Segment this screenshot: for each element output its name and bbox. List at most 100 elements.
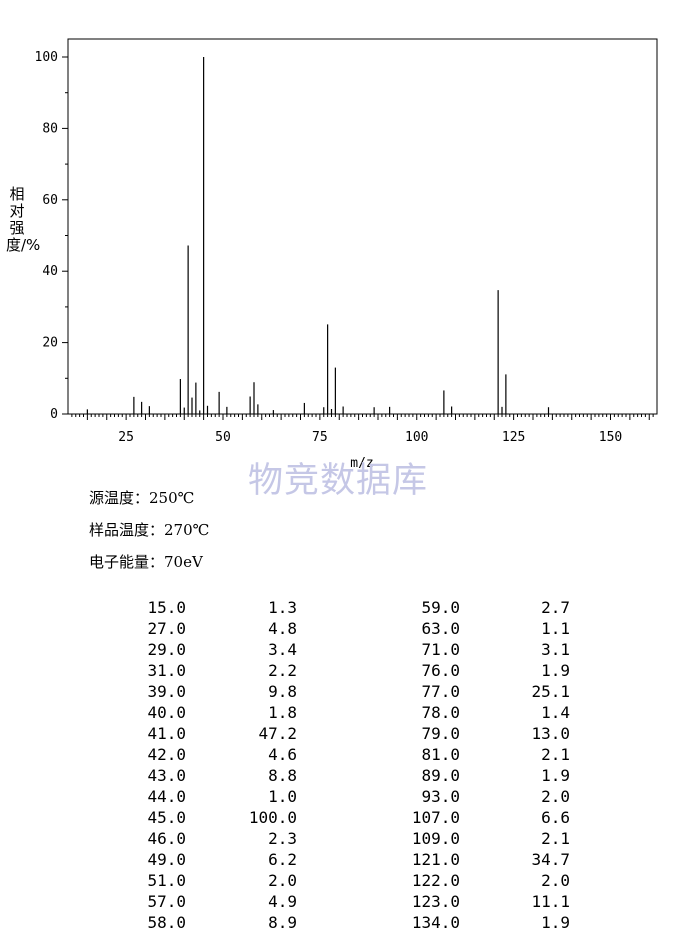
spectrum-peaks [86,57,550,414]
table-row: 41.0 47.2 79.0 13.0 [0,723,570,744]
mz-cell: 81.0 [421,745,460,764]
mz-cell: 79.0 [421,724,460,743]
intensity-cell: 9.8 [268,682,297,701]
mz-cell: 121.0 [411,850,460,869]
intensity-cell: 1.9 [541,913,570,932]
source-temperature: 源温度：250℃ [89,489,195,507]
intensity-cell: 11.1 [531,892,570,911]
mz-cell: 43.0 [147,766,186,785]
table-row: 45.0 100.0 107.0 6.6 [0,807,570,828]
y-tick-label: 0 [50,407,58,422]
intensity-cell: 34.7 [531,850,570,869]
intensity-cell: 4.8 [268,619,297,638]
intensity-cell: 6.2 [268,850,297,869]
mz-cell: 39.0 [147,682,186,701]
mz-cell: 40.0 [147,703,186,722]
intensity-cell: 8.8 [268,766,297,785]
x-tick-label: 125 [502,430,525,445]
mz-cell: 31.0 [147,661,186,680]
intensity-cell: 2.7 [541,598,570,617]
table-row: 43.0 8.8 89.0 1.9 [0,765,570,786]
mz-cell: 27.0 [147,619,186,638]
intensity-cell: 47.2 [258,724,297,743]
table-row: 42.0 4.6 81.0 2.1 [0,744,570,765]
intensity-cell: 13.0 [531,724,570,743]
mz-cell: 123.0 [411,892,460,911]
table-row: 57.0 4.9 123.0 11.1 [0,891,570,912]
intensity-cell: 2.2 [268,661,297,680]
intensity-cell: 1.9 [541,766,570,785]
intensity-cell: 1.0 [268,787,297,806]
watermark: 物竞数据库 [248,461,429,501]
table-row: 40.0 1.8 78.0 1.4 [0,702,570,723]
table-row: 46.0 2.3 109.0 2.1 [0,828,570,849]
intensity-cell: 100.0 [248,808,297,827]
intensity-cell: 6.6 [541,808,570,827]
x-axis: 25 50 75 100 125 150 [71,414,654,445]
mz-cell: 63.0 [421,619,460,638]
intensity-cell: 2.0 [268,871,297,890]
intensity-cell: 3.1 [541,640,570,659]
mz-cell: 29.0 [147,640,186,659]
y-axis-label: 相对强度/% [6,185,41,254]
y-tick-label: 40 [42,264,58,279]
intensity-cell: 1.1 [541,619,570,638]
intensity-cell: 3.4 [268,640,297,659]
mz-cell: 134.0 [411,913,460,932]
intensity-cell: 4.9 [268,892,297,911]
intensity-cell: 2.3 [268,829,297,848]
table-row: 49.0 6.2 121.0 34.7 [0,849,570,870]
table-row: 39.0 9.8 77.0 25.1 [0,681,570,702]
mz-cell: 44.0 [147,787,186,806]
intensity-cell: 1.8 [268,703,297,722]
intensity-cell: 2.1 [541,745,570,764]
mz-cell: 93.0 [421,787,460,806]
mz-cell: 71.0 [421,640,460,659]
electron-energy: 电子能量：70eV [89,553,203,571]
mz-cell: 107.0 [411,808,460,827]
mz-cell: 122.0 [411,871,460,890]
intensity-cell: 2.1 [541,829,570,848]
x-axis-label: m/z [350,456,373,470]
mass-spectrum-chart: 0 20 40 60 80 100 25 50 75 100 125 150 m/z [35,38,658,470]
plot-frame [67,38,658,415]
intensity-cell: 1.4 [541,703,570,722]
mz-cell: 78.0 [421,703,460,722]
mz-cell: 77.0 [421,682,460,701]
x-tick-label: 150 [599,430,622,445]
x-tick-label: 100 [405,430,428,445]
table-row: 27.0 4.8 63.0 1.1 [0,618,570,639]
mz-cell: 89.0 [421,766,460,785]
mz-cell: 57.0 [147,892,186,911]
mz-cell: 49.0 [147,850,186,869]
mz-cell: 76.0 [421,661,460,680]
mz-cell: 51.0 [147,871,186,890]
mz-cell: 109.0 [411,829,460,848]
mz-cell: 59.0 [421,598,460,617]
intensity-cell: 1.9 [541,661,570,680]
y-tick-label: 100 [35,50,58,65]
intensity-cell: 2.0 [541,871,570,890]
mz-cell: 46.0 [147,829,186,848]
table-row: 51.0 2.0 122.0 2.0 [0,870,570,891]
y-tick-label: 20 [42,336,58,351]
intensity-cell: 2.0 [541,787,570,806]
mz-cell: 41.0 [147,724,186,743]
table-row: 15.0 1.3 59.0 2.7 [0,597,570,618]
y-tick-label: 80 [42,121,58,136]
mz-cell: 15.0 [147,598,186,617]
table-row: 31.0 2.2 76.0 1.9 [0,660,570,681]
y-tick-label: 60 [42,193,58,208]
intensity-cell: 4.6 [268,745,297,764]
intensity-cell: 1.3 [268,598,297,617]
table-row: 44.0 1.0 93.0 2.0 [0,786,570,807]
y-axis: 0 20 40 60 80 100 [35,50,68,422]
table-row: 29.0 3.4 71.0 3.1 [0,639,570,660]
table-row: 58.0 8.9 134.0 1.9 [0,912,570,933]
intensity-cell: 8.9 [268,913,297,932]
mz-cell: 58.0 [147,913,186,932]
x-tick-label: 50 [215,430,231,445]
sample-temperature: 样品温度：270℃ [89,521,210,539]
x-tick-label: 75 [312,430,328,445]
x-tick-label: 25 [118,430,134,445]
